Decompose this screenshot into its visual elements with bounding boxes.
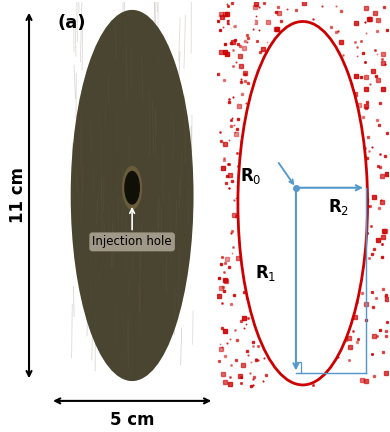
Text: (a): (a) [57, 14, 85, 32]
Text: 11 cm: 11 cm [9, 168, 27, 223]
Ellipse shape [71, 10, 193, 381]
Circle shape [123, 166, 142, 209]
Text: R$_0$: R$_0$ [239, 166, 261, 186]
Text: R$_2$: R$_2$ [328, 197, 349, 217]
Text: R$_1$: R$_1$ [255, 263, 276, 283]
Text: 5 cm: 5 cm [110, 410, 154, 429]
Text: (b): (b) [228, 14, 257, 32]
Circle shape [125, 172, 139, 204]
Text: Injection hole: Injection hole [92, 209, 172, 248]
Ellipse shape [238, 22, 368, 385]
